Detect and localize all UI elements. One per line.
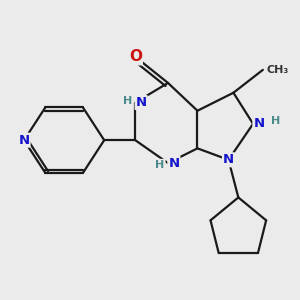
Text: O: O — [129, 49, 142, 64]
Text: H: H — [155, 160, 165, 170]
Text: N: N — [223, 153, 234, 166]
Text: N: N — [254, 117, 265, 130]
Text: H: H — [123, 96, 132, 106]
Text: N: N — [136, 96, 147, 109]
Text: N: N — [19, 134, 30, 147]
Text: CH₃: CH₃ — [266, 65, 288, 75]
Text: H: H — [271, 116, 280, 126]
Text: N: N — [168, 157, 179, 169]
